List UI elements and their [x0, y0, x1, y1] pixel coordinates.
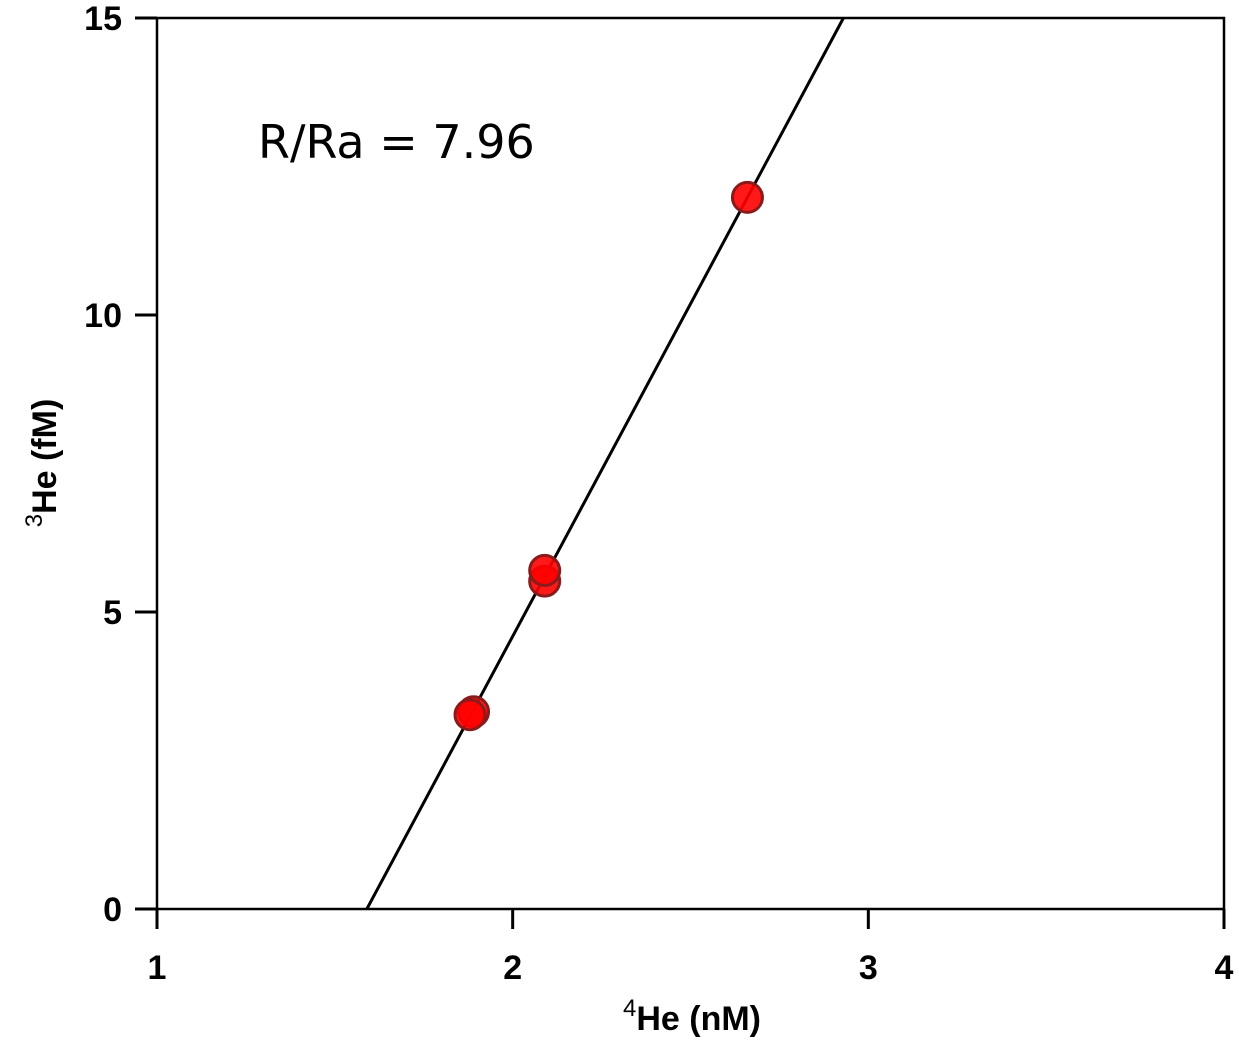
- fit-line-layer: [365, 17, 845, 910]
- data-point: [528, 553, 562, 587]
- y-tick-label: 10: [84, 297, 122, 335]
- y-axis-title-text: He (fM): [26, 399, 64, 514]
- x-tick-label: 3: [859, 949, 878, 987]
- x-axis-title: 4He (nM): [623, 995, 761, 1038]
- x-tick-label: 2: [503, 949, 522, 987]
- data-point: [453, 698, 487, 732]
- points-layer: [453, 180, 764, 732]
- y-axis-title: 3He (fM): [21, 399, 64, 528]
- y-tick-label: 15: [84, 0, 122, 38]
- ticks-layer: [135, 16, 1226, 929]
- ratio-annotation: R/Ra = 7.96: [258, 115, 535, 169]
- plot-frame: [155, 16, 1226, 911]
- y-axis-title-sup: 3: [21, 514, 48, 527]
- data-point: [730, 180, 764, 214]
- x-axis-title-sup: 4: [623, 995, 636, 1022]
- y-tick-label: 0: [103, 891, 122, 929]
- x-axis-title-text: He (nM): [636, 1000, 761, 1038]
- fit-line: [365, 17, 845, 910]
- x-tick-label: 4: [1215, 949, 1234, 987]
- y-tick-label: 5: [103, 594, 122, 632]
- x-tick-label: 1: [148, 949, 167, 987]
